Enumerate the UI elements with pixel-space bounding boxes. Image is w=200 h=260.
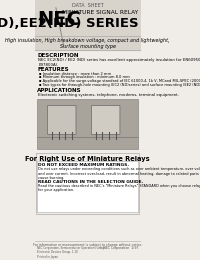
Bar [37,99,138,149]
Text: For Right Use of Miniature Relays: For Right Use of Miniature Relays [25,156,150,162]
Text: NEC EC2(ND) / EE2 (ND) series has excellent approximately insulation for EN60950: NEC EC2(ND) / EE2 (ND) series has excell… [38,58,200,67]
Bar [37,161,138,212]
Text: Do not use relays under exceeding conditions such as over ambient temperature, o: Do not use relays under exceeding condit… [38,167,200,180]
Bar [36,153,139,214]
Text: ▪ Minimum through insulation : minimum 8.0 mm: ▪ Minimum through insulation : minimum 8… [39,75,130,79]
Text: MINIATURE SIGNAL RELAY: MINIATURE SIGNAL RELAY [62,10,138,15]
Text: NEC: NEC [37,10,81,29]
Text: FEATURES: FEATURES [37,67,69,72]
Text: ▪ Insulation distance : more than 2 mm: ▪ Insulation distance : more than 2 mm [39,72,111,76]
Text: Electronic switching systems, telephone, modems, terminal equipment.: Electronic switching systems, telephone,… [38,93,179,97]
Text: READ CAUTIONS IN THE SELECTION GUIDE.: READ CAUTIONS IN THE SELECTION GUIDE. [38,180,144,184]
Text: Read the cautious described in NEC's "Miniature Relays" STANDARD when you choose: Read the cautious described in NEC's "Mi… [38,184,200,192]
Text: ▪ Two types for through-hole mounting (EC2 (ND)series) and surface mounting (EE2: ▪ Two types for through-hole mounting (E… [39,83,200,87]
Text: DO NOT EXCEED MAXIMUM RATINGS.: DO NOT EXCEED MAXIMUM RATINGS. [38,164,129,167]
FancyBboxPatch shape [47,105,76,134]
Text: High insulation, High breakdown voltage, compact and lightweight,
Surface mounti: High insulation, High breakdown voltage,… [5,38,170,49]
Text: APPLICATIONS: APPLICATIONS [37,88,82,93]
Text: For information or measurement is subject to change without notice.: For information or measurement is subjec… [33,243,142,247]
Text: DATA  SHEET: DATA SHEET [72,3,104,8]
Text: DESCRIPTION: DESCRIPTION [37,53,79,58]
Text: EC2(ND),EE2(ND) SERIES: EC2(ND),EE2(ND) SERIES [0,17,138,30]
Text: © NEC Corporation  1/97: © NEC Corporation 1/97 [99,246,138,250]
Bar [35,0,141,50]
Text: ▪ Applicable for the surge-voltage standard of IEC 61000-4, 1k V, MCand MIL-SPEC: ▪ Applicable for the surge-voltage stand… [39,79,200,83]
Text: NEC Corporation, Semiconductor Operations Group
Electronic Devices Group, 1-10
P: NEC Corporation, Semiconductor Operation… [37,246,105,259]
FancyBboxPatch shape [91,105,120,134]
